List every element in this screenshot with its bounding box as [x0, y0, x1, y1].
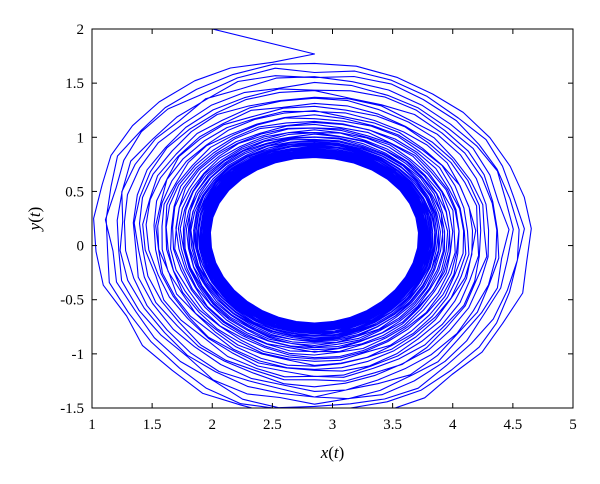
x-axis-label: x(t): [320, 443, 345, 462]
x-tick-label: 2: [209, 417, 217, 433]
x-tick-label: 4.5: [504, 417, 523, 433]
y-tick-label: 0: [77, 239, 85, 255]
x-tick-label: 4: [449, 417, 457, 433]
x-tick-label: 5: [569, 417, 577, 433]
y-tick-label: 0.5: [65, 184, 84, 200]
trajectory-line: [93, 29, 532, 408]
y-axis-label: y(t): [25, 207, 44, 233]
y-tick-label: -1: [72, 347, 85, 363]
x-tick-label: 1.5: [143, 417, 162, 433]
y-tick-label: -1.5: [60, 401, 84, 417]
x-tick-label: 3.5: [383, 417, 402, 433]
y-tick-label: 1: [77, 130, 85, 146]
axis-ticks: 1 1.5 2 2.5 3 3.5 4 4.5 5 2 1.5 1 0.5 0 -0.5 -1 -1.5: [60, 22, 577, 433]
x-tick-label: 1: [88, 417, 96, 433]
y-tick-label: -0.5: [60, 293, 84, 309]
x-tick-label: 3: [329, 417, 337, 433]
y-tick-label: 2: [77, 22, 85, 38]
y-tick-label: 1.5: [65, 76, 84, 92]
x-tick-label: 2.5: [263, 417, 282, 433]
trajectory-series: [93, 29, 532, 408]
